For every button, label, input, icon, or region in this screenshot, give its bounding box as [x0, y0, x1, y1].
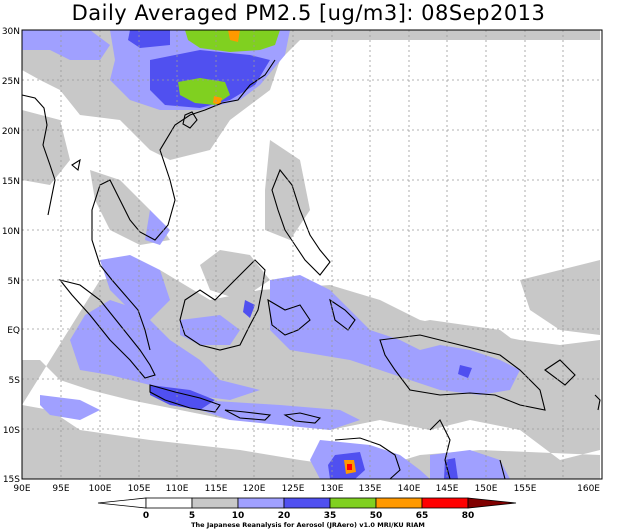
concentration-field: [22, 30, 600, 479]
colorbar-tick: 50: [370, 511, 383, 521]
colorbar-arrow-low: [97, 497, 147, 509]
colorbar-tick: 10: [232, 511, 245, 521]
colorbar-tick: 0: [143, 511, 149, 521]
colorbar-segment: [375, 497, 423, 509]
lon-label: 110E: [166, 484, 189, 494]
latitude-labels: 30N 25N 20N 15N 10N 5N EQ 5S 10S 15S: [2, 27, 20, 485]
colorbar-tick: 20: [278, 511, 291, 521]
colorbar-tick: 5: [189, 511, 195, 521]
colorbar-segment: [283, 497, 331, 509]
lat-label: 10N: [2, 227, 20, 237]
lat-label: 10S: [3, 426, 20, 436]
colorbar-tick: 35: [324, 511, 337, 521]
lat-label: 5S: [9, 376, 21, 386]
lat-label: 25N: [2, 77, 20, 87]
lon-label: 135E: [359, 484, 382, 494]
lat-label: 30N: [2, 27, 20, 37]
lon-label: 145E: [436, 484, 459, 494]
map-title: Daily Averaged PM2.5 [ug/m3]: 08Sep2013: [71, 1, 546, 25]
colorbar-segment: [421, 497, 469, 509]
colorbar-segment: [145, 497, 193, 509]
lon-label: 90E: [13, 484, 30, 494]
colorbar: 0 5 10 20 35 50 65 80: [97, 497, 517, 521]
colorbar-tick: 65: [416, 511, 429, 521]
lon-label: 140E: [398, 484, 421, 494]
lon-label: 100E: [89, 484, 112, 494]
lon-label: 155E: [514, 484, 537, 494]
lon-label: 150E: [475, 484, 498, 494]
lat-label: EQ: [7, 326, 20, 336]
lon-label: 95E: [52, 484, 69, 494]
colorbar-arrow-high: [467, 497, 517, 509]
lon-label: 130E: [321, 484, 344, 494]
lat-label: 15S: [3, 475, 20, 485]
credit-text: The Japanese Reanalysis for Aerosol (JRA…: [191, 521, 425, 529]
lat-label: 15N: [2, 177, 20, 187]
lon-label: 115E: [205, 484, 228, 494]
colorbar-tick: 80: [462, 511, 475, 521]
colorbar-segment: [191, 497, 239, 509]
orange-contour: [213, 30, 356, 474]
lat-label: 5N: [8, 277, 20, 287]
gridlines: [22, 30, 602, 479]
red-contour: [347, 464, 352, 470]
longitude-labels: 90E 95E 100E 105E 110E 115E 120E 125E 13…: [13, 484, 600, 494]
map-frame: [21, 29, 603, 480]
colorbar-segment: [237, 497, 285, 509]
lon-label: 120E: [243, 484, 266, 494]
lon-label: 105E: [128, 484, 151, 494]
colorbar-segment: [329, 497, 377, 509]
lon-label: 160E: [577, 484, 600, 494]
lat-label: 20N: [2, 127, 20, 137]
lon-label: 125E: [282, 484, 305, 494]
